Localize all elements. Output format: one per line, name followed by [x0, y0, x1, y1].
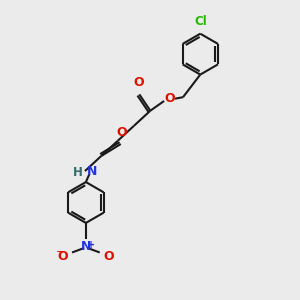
Text: O: O: [57, 250, 68, 263]
Text: Cl: Cl: [194, 15, 207, 28]
Text: +: +: [87, 240, 95, 250]
Text: N: N: [87, 165, 97, 178]
Text: O: O: [116, 126, 127, 139]
Text: −: −: [56, 248, 65, 257]
Text: H: H: [73, 166, 83, 179]
Text: N: N: [81, 240, 91, 253]
Text: O: O: [164, 92, 175, 105]
Text: O: O: [134, 76, 144, 89]
Text: O: O: [104, 250, 114, 263]
